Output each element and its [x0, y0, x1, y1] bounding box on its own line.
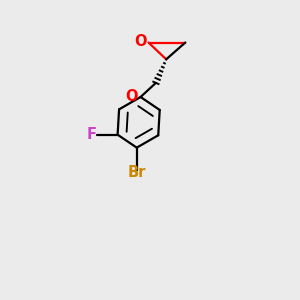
Text: Br: Br	[128, 166, 146, 181]
Text: O: O	[134, 34, 146, 49]
Text: O: O	[125, 89, 138, 104]
Text: F: F	[87, 127, 97, 142]
